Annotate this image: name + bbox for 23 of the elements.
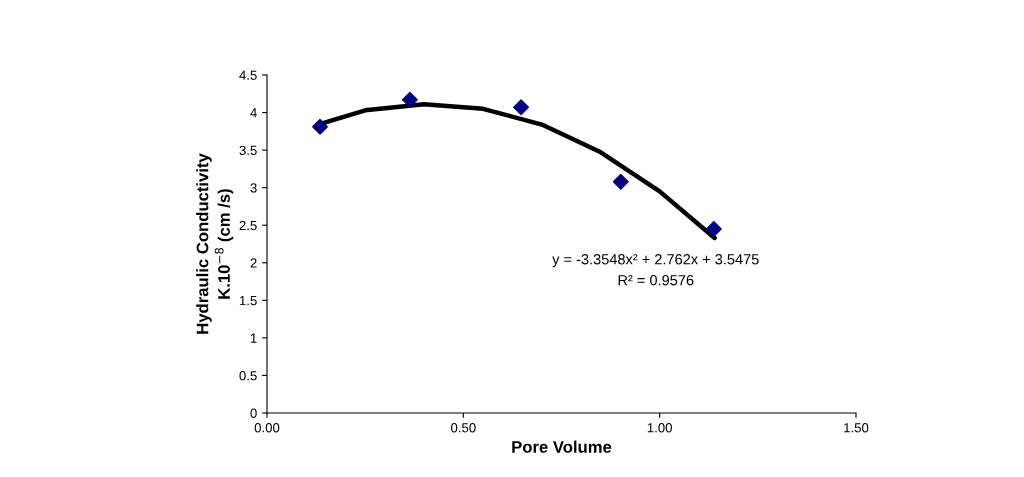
y-tick-label: 2.5 [239,220,257,231]
y-tick-label: 4.5 [239,70,257,80]
y-tick-label: 1.5 [239,296,257,306]
y-tick-label: 2 [250,258,257,268]
y-tick-label: 4 [250,108,257,118]
y-tick-label: 3 [250,183,257,193]
point [401,91,418,108]
y-tick-label: 0.5 [239,371,257,381]
annotation: y = -3.3548x² + 2.762x + 3.5475 [552,254,759,268]
point [705,220,722,237]
x-tick-label: 0.00 [254,423,280,433]
point [513,99,530,116]
x-axis-title: Pore Volume [512,440,612,453]
y-tick-label: 1 [250,333,257,343]
point [312,118,328,135]
x-tick-label: 1.00 [647,423,672,433]
x-tick-label: 1.50 [844,423,869,433]
annotation: R² = 0.9576 [618,275,694,286]
x-tick-label: 0.50 [451,423,476,433]
y-tick-label: 3.5 [239,145,257,156]
y-tick-label: 0 [250,408,257,418]
y-axis-title: Hydraulic Conductivity K.10$^{−8}$ (cm /s) [196,153,234,334]
point [612,173,629,190]
